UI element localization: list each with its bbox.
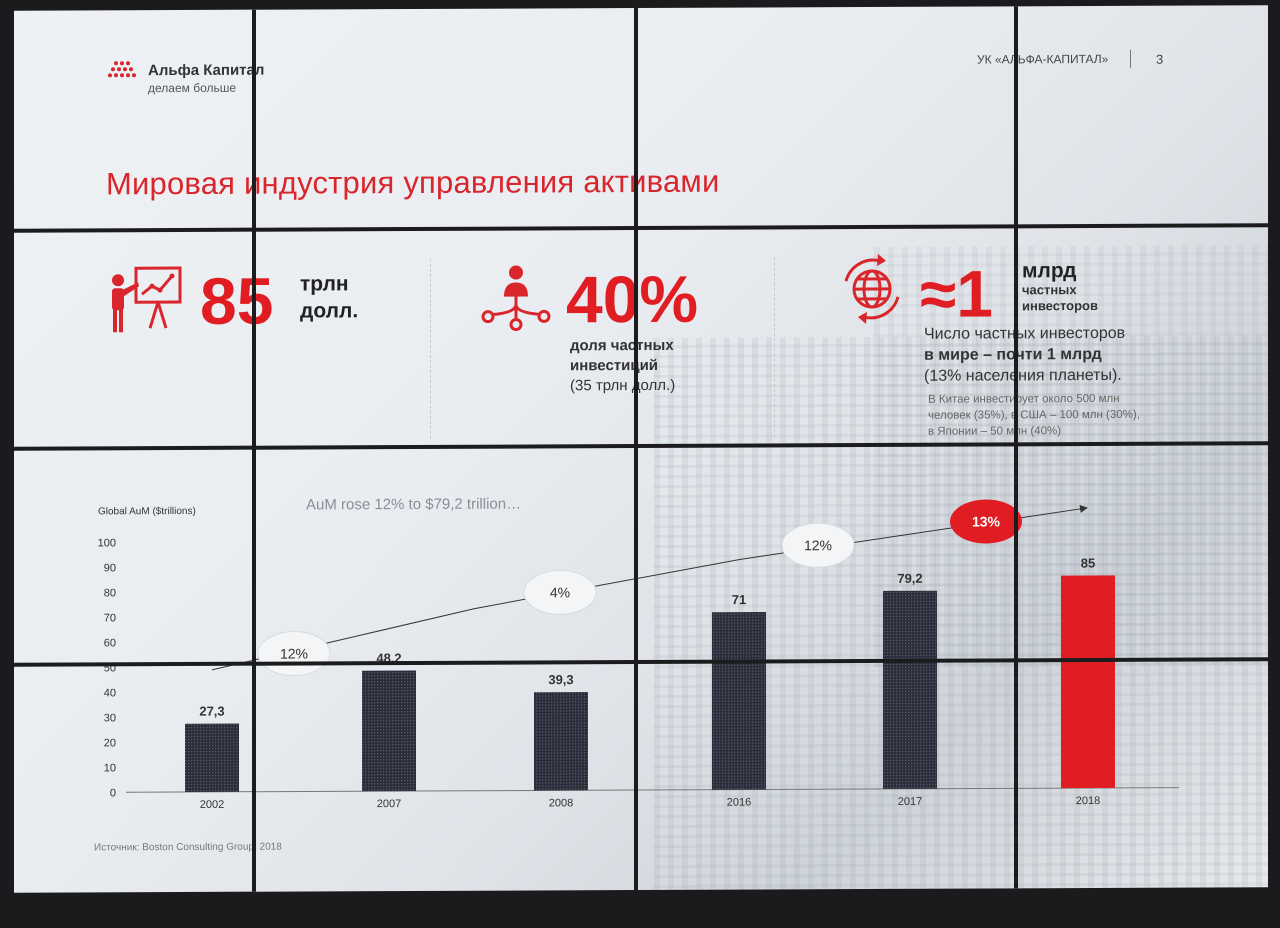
bar-2007 <box>362 670 416 792</box>
x-tick-label: 2002 <box>200 799 224 811</box>
bar-value-label: 79,2 <box>897 571 922 586</box>
bar-value-label: 27,3 <box>199 704 224 719</box>
growth-label: 13% <box>972 513 1001 529</box>
x-tick-label: 2018 <box>1076 795 1100 807</box>
growth-bubble <box>950 499 1022 544</box>
y-tick-label: 40 <box>104 687 116 699</box>
y-tick-label: 100 <box>98 537 116 549</box>
screen-bezel <box>252 9 256 892</box>
y-tick-label: 0 <box>110 787 116 799</box>
x-tick-label: 2007 <box>377 798 401 810</box>
y-tick-label: 70 <box>104 612 116 624</box>
bar-2018 <box>1061 575 1115 789</box>
chart-y-axis-label: Global AuM ($trillions) <box>98 506 196 517</box>
y-tick-label: 60 <box>104 637 116 649</box>
bar-2016 <box>712 611 766 790</box>
bar-2008 <box>534 691 588 791</box>
bar-value-label: 39,3 <box>548 672 573 687</box>
bar-2002 <box>185 723 239 792</box>
growth-label: 12% <box>804 537 832 553</box>
growth-bubble <box>523 569 597 615</box>
x-tick-label: 2008 <box>549 797 573 809</box>
y-tick-label: 10 <box>104 762 116 774</box>
growth-label: 4% <box>550 584 570 600</box>
y-tick-label: 90 <box>104 562 116 574</box>
chart-annotation: AuM rose 12% to $79,2 trillion… <box>306 496 521 514</box>
y-tick-label: 30 <box>104 712 116 724</box>
bar-value-label: 71 <box>732 592 746 607</box>
globe-refresh-icon <box>844 253 900 325</box>
growth-bubble <box>781 522 855 568</box>
logo-dots-icon <box>108 61 136 78</box>
screen-bezel <box>1014 6 1018 889</box>
video-wall-screen: Альфа Капитал делаем больше УК «АЛЬФА-КА… <box>14 5 1268 893</box>
growth-label: 12% <box>280 645 308 661</box>
y-tick-label: 80 <box>104 587 116 599</box>
investor-network-icon <box>481 265 551 332</box>
bar-value-label: 85 <box>1081 556 1095 571</box>
aum-bar-chart: Global AuM ($trillions) AuM rose 12% to … <box>98 496 1179 811</box>
y-tick-label: 20 <box>104 737 116 749</box>
presentation-chart-icon <box>112 266 182 333</box>
growth-trend-arrow <box>211 504 1088 671</box>
x-tick-label: 2017 <box>898 796 922 808</box>
screen-bezel <box>634 8 638 891</box>
x-tick-label: 2016 <box>727 797 751 809</box>
x-axis-line <box>126 787 1179 793</box>
bar-2017 <box>883 590 937 789</box>
